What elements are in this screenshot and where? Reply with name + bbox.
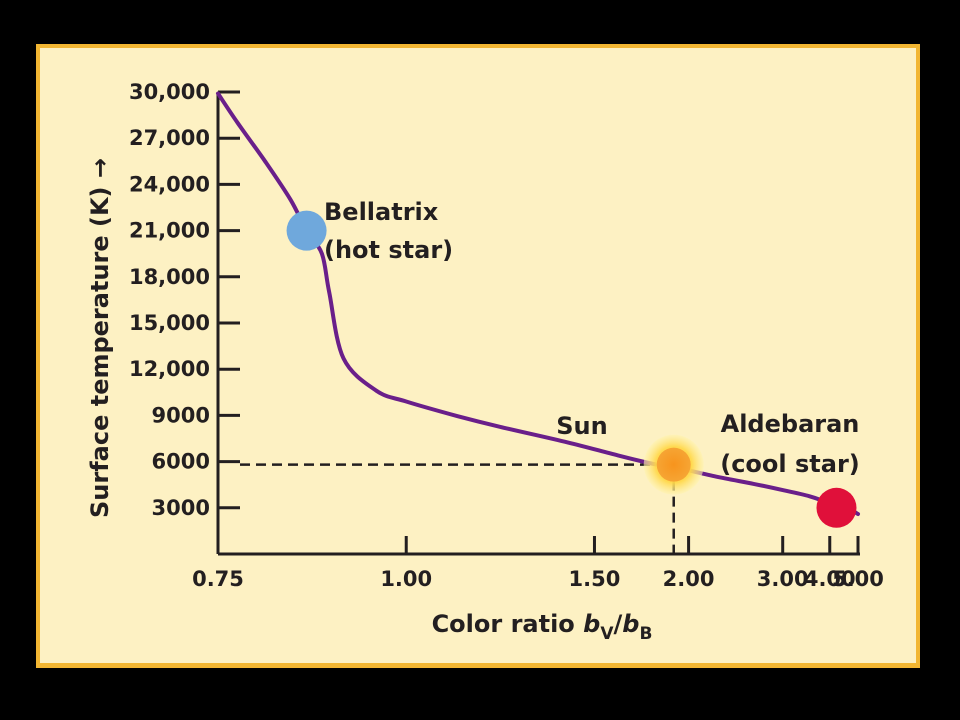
y-tick-label: 6000 (152, 450, 210, 474)
y-tick-label: 24,000 (129, 172, 210, 196)
y-tick-label: 3000 (152, 496, 210, 520)
sun-label: Sun (556, 412, 607, 440)
y-tick-label: 21,000 (129, 219, 210, 243)
star-markers (286, 210, 857, 528)
x-axis-title: Color ratio bV/bB (432, 610, 653, 644)
y-axis-title: Surface temperature (K) → (86, 158, 114, 518)
x-tick-label: 1.50 (569, 567, 621, 591)
bellatrix-label: Bellatrix (324, 198, 439, 226)
y-tick-label: 18,000 (129, 265, 210, 289)
x-tick-label: 0.75 (192, 567, 244, 591)
sun-marker (656, 447, 691, 482)
y-tick-label: 30,000 (129, 80, 210, 104)
bellatrix-note: (hot star) (324, 236, 453, 264)
x-axis-ticks: 0.75 1.00 1.50 2.00 3.004.005.00 (192, 536, 884, 591)
chart-panel: 3000 6000 9000 12,000 15,000 18,000 21,000 24,0… (36, 44, 920, 668)
y-tick-label: 15,000 (129, 311, 210, 335)
y-tick-label: 27,000 (129, 126, 210, 150)
x-tick-label: 5.00 (832, 567, 884, 591)
reference-lines (240, 463, 675, 554)
x-tick-label: 2.00 (663, 567, 715, 591)
y-tick-label: 12,000 (129, 357, 210, 381)
x-tick-label: 1.00 (380, 567, 432, 591)
color-temperature-chart: 3000 6000 9000 12,000 15,000 18,000 21,000 24,0… (86, 80, 884, 644)
bellatrix-marker (286, 210, 327, 251)
aldebaran-marker (816, 487, 857, 528)
x-tick-label: 3.00 (757, 567, 809, 591)
aldebaran-note: (cool star) (720, 450, 860, 478)
aldebaran-label: Aldebaran (721, 410, 860, 438)
y-axis-ticks: 3000 6000 9000 12,000 15,000 18,000 21,000 24,0… (129, 80, 240, 520)
y-tick-label: 9000 (152, 403, 210, 427)
x-tick-label: 4.00 (804, 567, 856, 591)
